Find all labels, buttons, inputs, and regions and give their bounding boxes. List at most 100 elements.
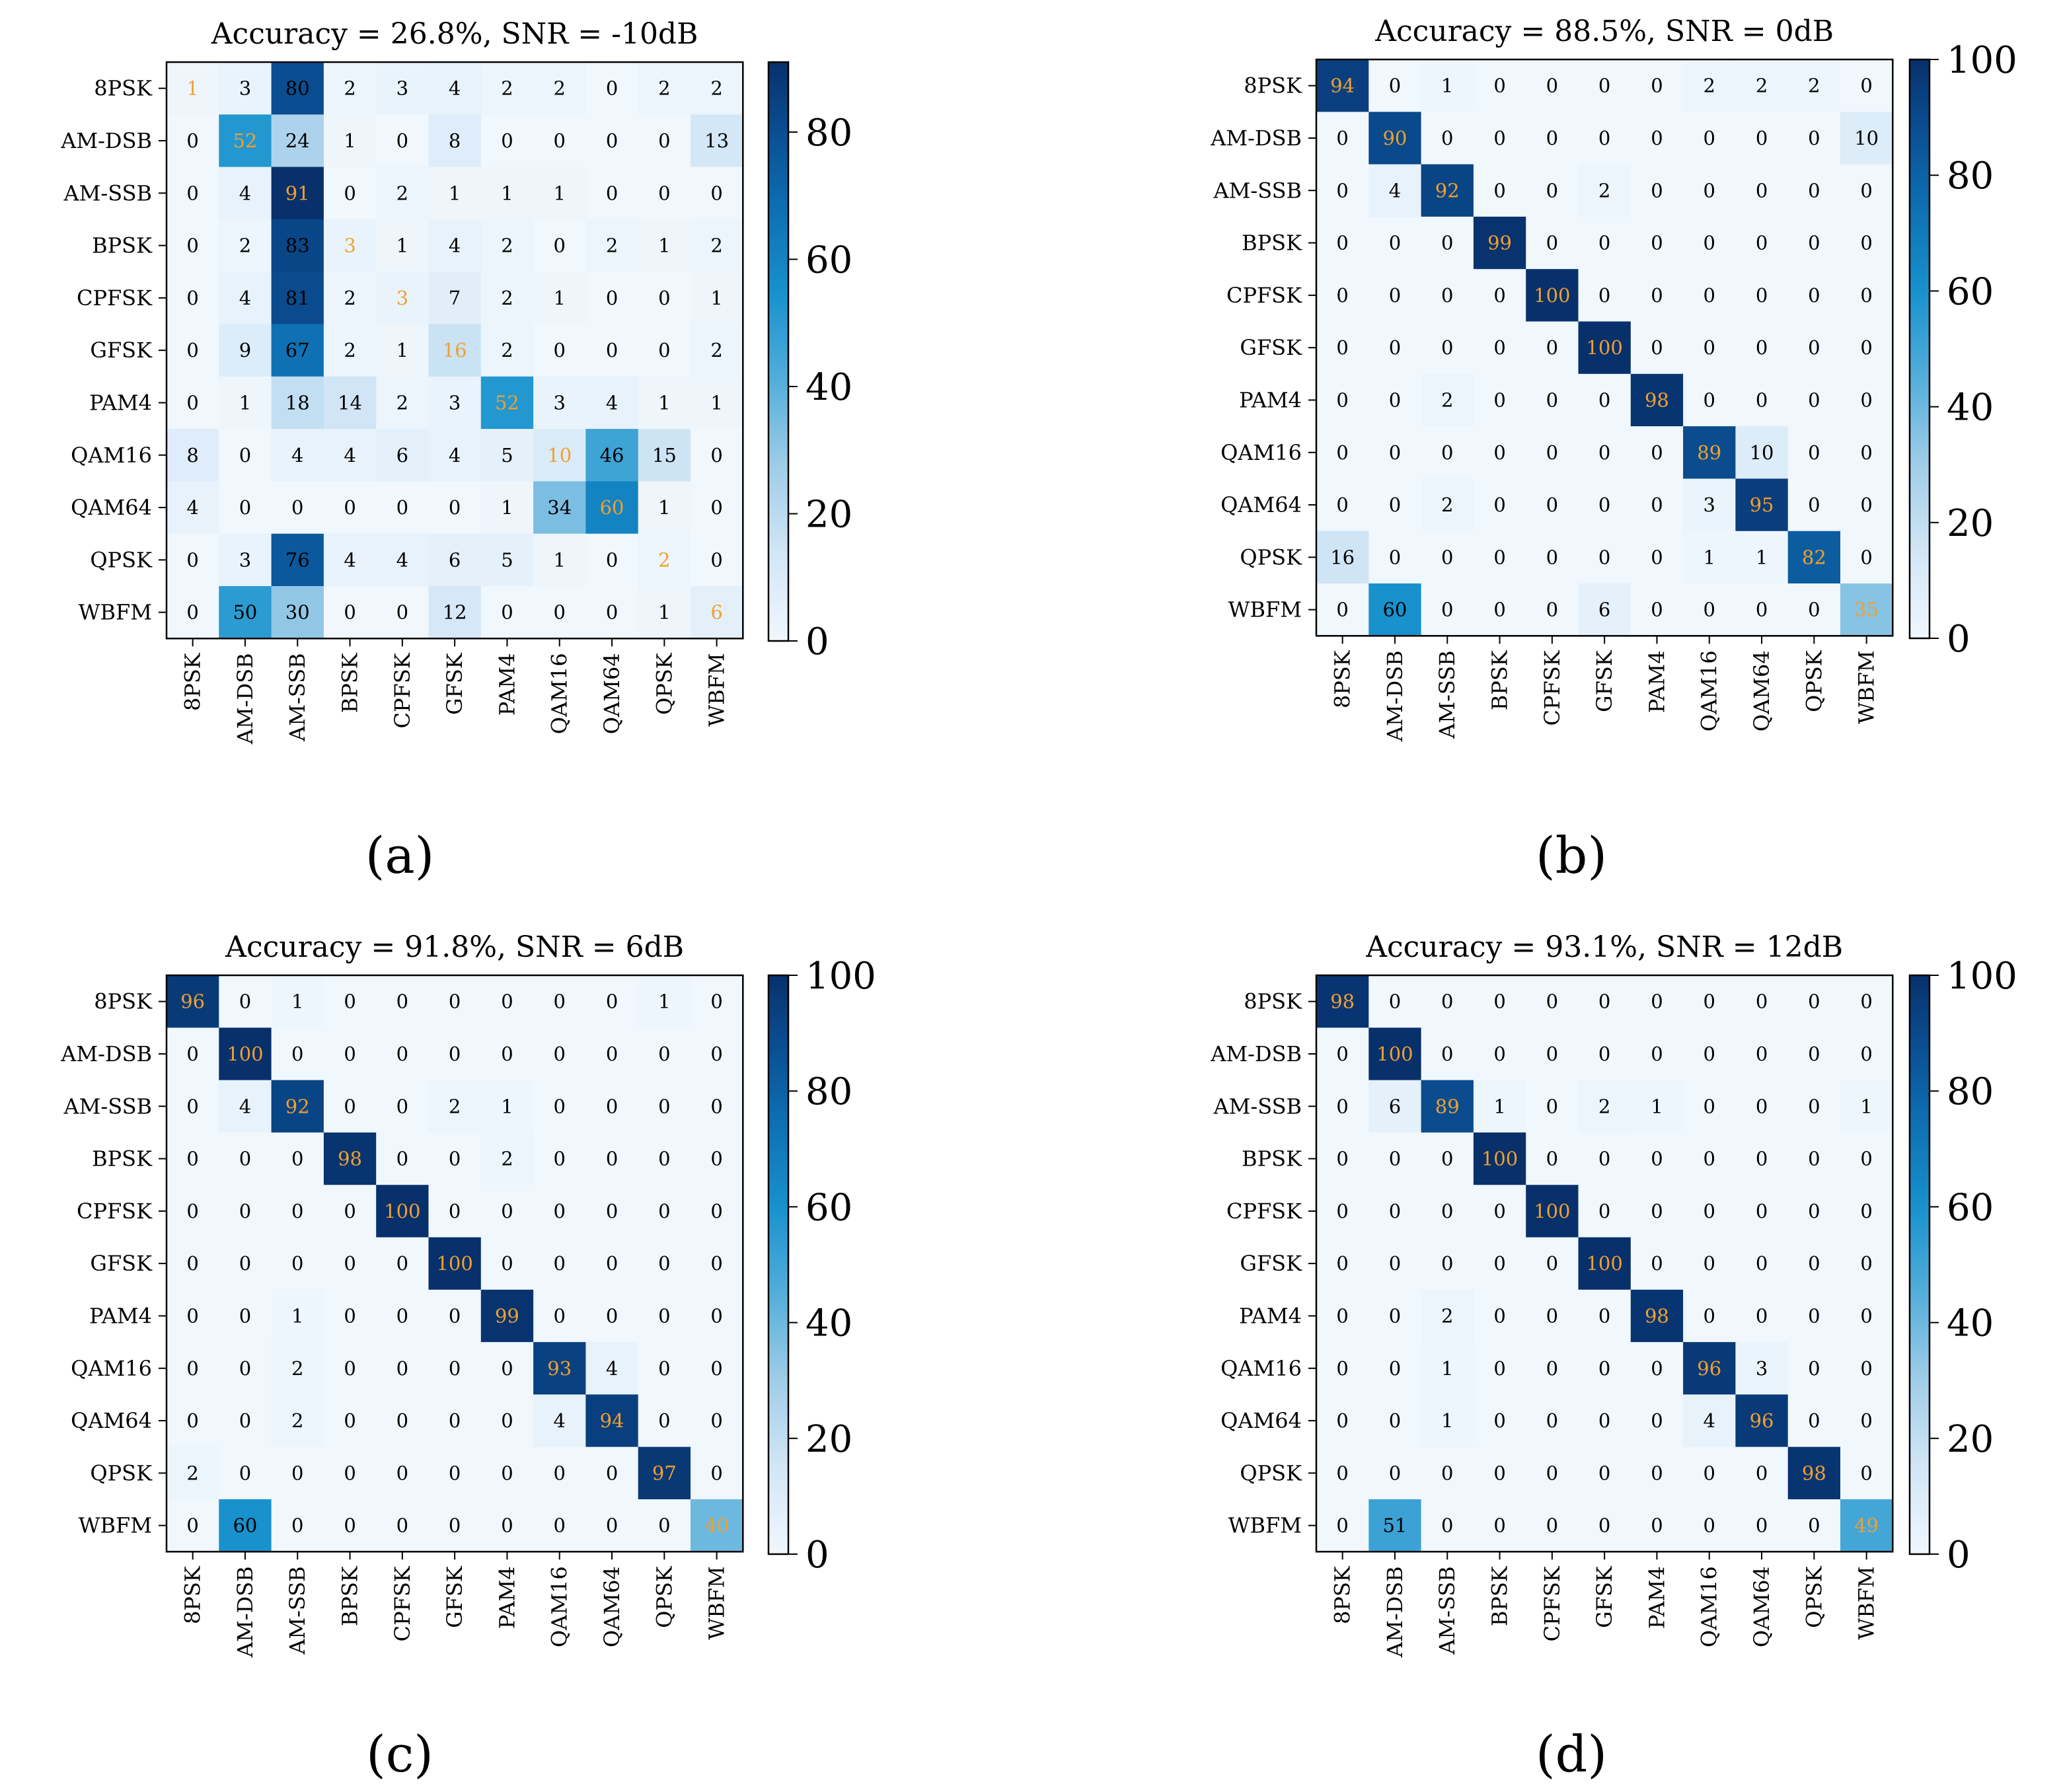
- heatmap-cell: [1840, 373, 1893, 427]
- cell-value-label: 1: [501, 1095, 513, 1117]
- cell-value-label: 0: [186, 182, 198, 204]
- cell-value-label: 0: [1704, 284, 1715, 307]
- cell-value-label: 0: [1651, 179, 1663, 202]
- y-tick-label: BPSK: [1242, 1146, 1302, 1172]
- cell-value-label: 0: [1441, 232, 1453, 254]
- cell-value-label: 2: [186, 1462, 198, 1484]
- heatmap-cell: [638, 1027, 691, 1081]
- heatmap-cell: [376, 586, 430, 639]
- cell-value-label: 0: [1704, 1462, 1715, 1484]
- cell-value-label: 2: [710, 339, 722, 361]
- cell-value-label: 2: [501, 1148, 513, 1170]
- cell-value-label: 0: [1336, 1409, 1348, 1432]
- heatmap-cell: [1630, 1080, 1684, 1133]
- heatmap-cell: [428, 1185, 482, 1238]
- heatmap-cell: [1840, 1027, 1893, 1081]
- heatmap-cell: [1840, 321, 1893, 375]
- y-tick-label: AM-DSB: [1210, 1041, 1302, 1066]
- cell-value-label: 0: [1651, 1200, 1663, 1222]
- y-tick-label: QPSK: [1240, 1460, 1302, 1485]
- cell-value-label: 81: [285, 287, 310, 309]
- cell-value-label: 1: [554, 548, 566, 571]
- cell-value-label: 0: [1651, 546, 1663, 568]
- cell-value-label: 0: [710, 182, 722, 204]
- cell-value-label: 0: [1441, 441, 1453, 464]
- cell-value-label: 0: [1704, 389, 1715, 411]
- cell-value-label: 0: [1493, 1514, 1505, 1537]
- heatmap-cell: [1578, 269, 1631, 322]
- heatmap-cell: [219, 1394, 272, 1448]
- cell-value-label: 0: [1493, 1252, 1505, 1275]
- heatmap-cell: [1840, 975, 1893, 1028]
- cell-value-label: 0: [344, 182, 356, 204]
- cell-value-label: 0: [1704, 1043, 1715, 1065]
- cell-value-label: 0: [344, 990, 356, 1013]
- cell-value-label: 6: [449, 548, 461, 571]
- heatmap-cell: [1683, 216, 1736, 270]
- y-tick-label: QPSK: [90, 1460, 153, 1485]
- cell-value-label: 0: [1336, 179, 1348, 202]
- heatmap-cell: [533, 324, 586, 377]
- heatmap-cell: [1683, 975, 1736, 1028]
- heatmap-cell: [480, 1237, 534, 1290]
- cell-value-label: 0: [658, 130, 670, 152]
- heatmap-cell: [1316, 1080, 1369, 1133]
- heatmap-cell: [480, 533, 534, 587]
- cell-value-label: 0: [239, 444, 251, 467]
- cell-value-label: 0: [239, 1252, 251, 1275]
- heatmap-cell: [638, 1237, 691, 1290]
- cell-value-label: 0: [1860, 1043, 1872, 1065]
- heatmap-cell: [1735, 478, 1789, 532]
- y-tick-label: CPFSK: [77, 285, 153, 311]
- x-tick-label: QAM64: [599, 653, 624, 734]
- cell-value-label: 0: [1389, 336, 1401, 359]
- cell-value-label: 0: [1441, 599, 1453, 621]
- cell-value-label: 2: [239, 235, 251, 257]
- heatmap-cell: [585, 114, 639, 168]
- heatmap-cell: [167, 429, 219, 482]
- cell-value-label: 96: [1750, 1409, 1774, 1432]
- cell-value-label: 0: [344, 1462, 356, 1484]
- cell-value-label: 0: [554, 1514, 566, 1537]
- cell-value-label: 0: [1651, 1514, 1663, 1537]
- cell-value-label: 2: [344, 339, 356, 361]
- cell-value-label: 0: [239, 496, 251, 519]
- cell-value-label: 1: [1860, 1095, 1872, 1117]
- y-tick-label: GFSK: [1240, 1251, 1302, 1276]
- cell-value-label: 0: [1598, 1200, 1610, 1222]
- cell-value-label: 0: [1441, 990, 1453, 1013]
- cell-value-label: 0: [1546, 179, 1558, 202]
- cell-value-label: 0: [501, 1200, 513, 1222]
- cell-value-label: 0: [1756, 284, 1768, 307]
- heatmap-cell: [691, 1499, 743, 1552]
- x-tick-label: GFSK: [1592, 1565, 1617, 1628]
- heatmap-cell: [271, 1499, 324, 1552]
- heatmap-cell: [1630, 975, 1684, 1028]
- heatmap-cell: [1368, 583, 1422, 636]
- y-tick-label: QAM64: [71, 1408, 152, 1433]
- cell-value-label: 2: [344, 287, 356, 309]
- y-tick-label: CPFSK: [77, 1199, 153, 1224]
- heatmap-cell: [1735, 1237, 1789, 1290]
- cell-value-label: 1: [1756, 546, 1768, 568]
- cell-value-label: 0: [1808, 179, 1820, 202]
- heatmap-cell: [1578, 1289, 1631, 1343]
- heatmap-cell: [323, 324, 377, 377]
- cell-value-label: 0: [186, 1148, 198, 1170]
- heatmap-cell: [219, 429, 272, 482]
- heatmap-cell: [1787, 1080, 1841, 1133]
- heatmap-cell: [480, 1342, 534, 1395]
- heatmap-cell: [1473, 164, 1526, 217]
- cell-value-label: 0: [1336, 441, 1348, 464]
- heatmap-cell: [271, 586, 324, 639]
- heatmap-cell: [1735, 1132, 1789, 1185]
- x-tick-label: QPSK: [652, 652, 677, 715]
- cell-value-label: 0: [449, 1200, 461, 1222]
- heatmap-cell: [1473, 269, 1526, 322]
- heatmap-cell: [323, 533, 377, 587]
- heatmap-cell: [167, 219, 219, 272]
- heatmap-cell: [271, 1185, 324, 1238]
- cell-value-label: 0: [344, 1252, 356, 1275]
- cell-value-label: 6: [1389, 1095, 1401, 1117]
